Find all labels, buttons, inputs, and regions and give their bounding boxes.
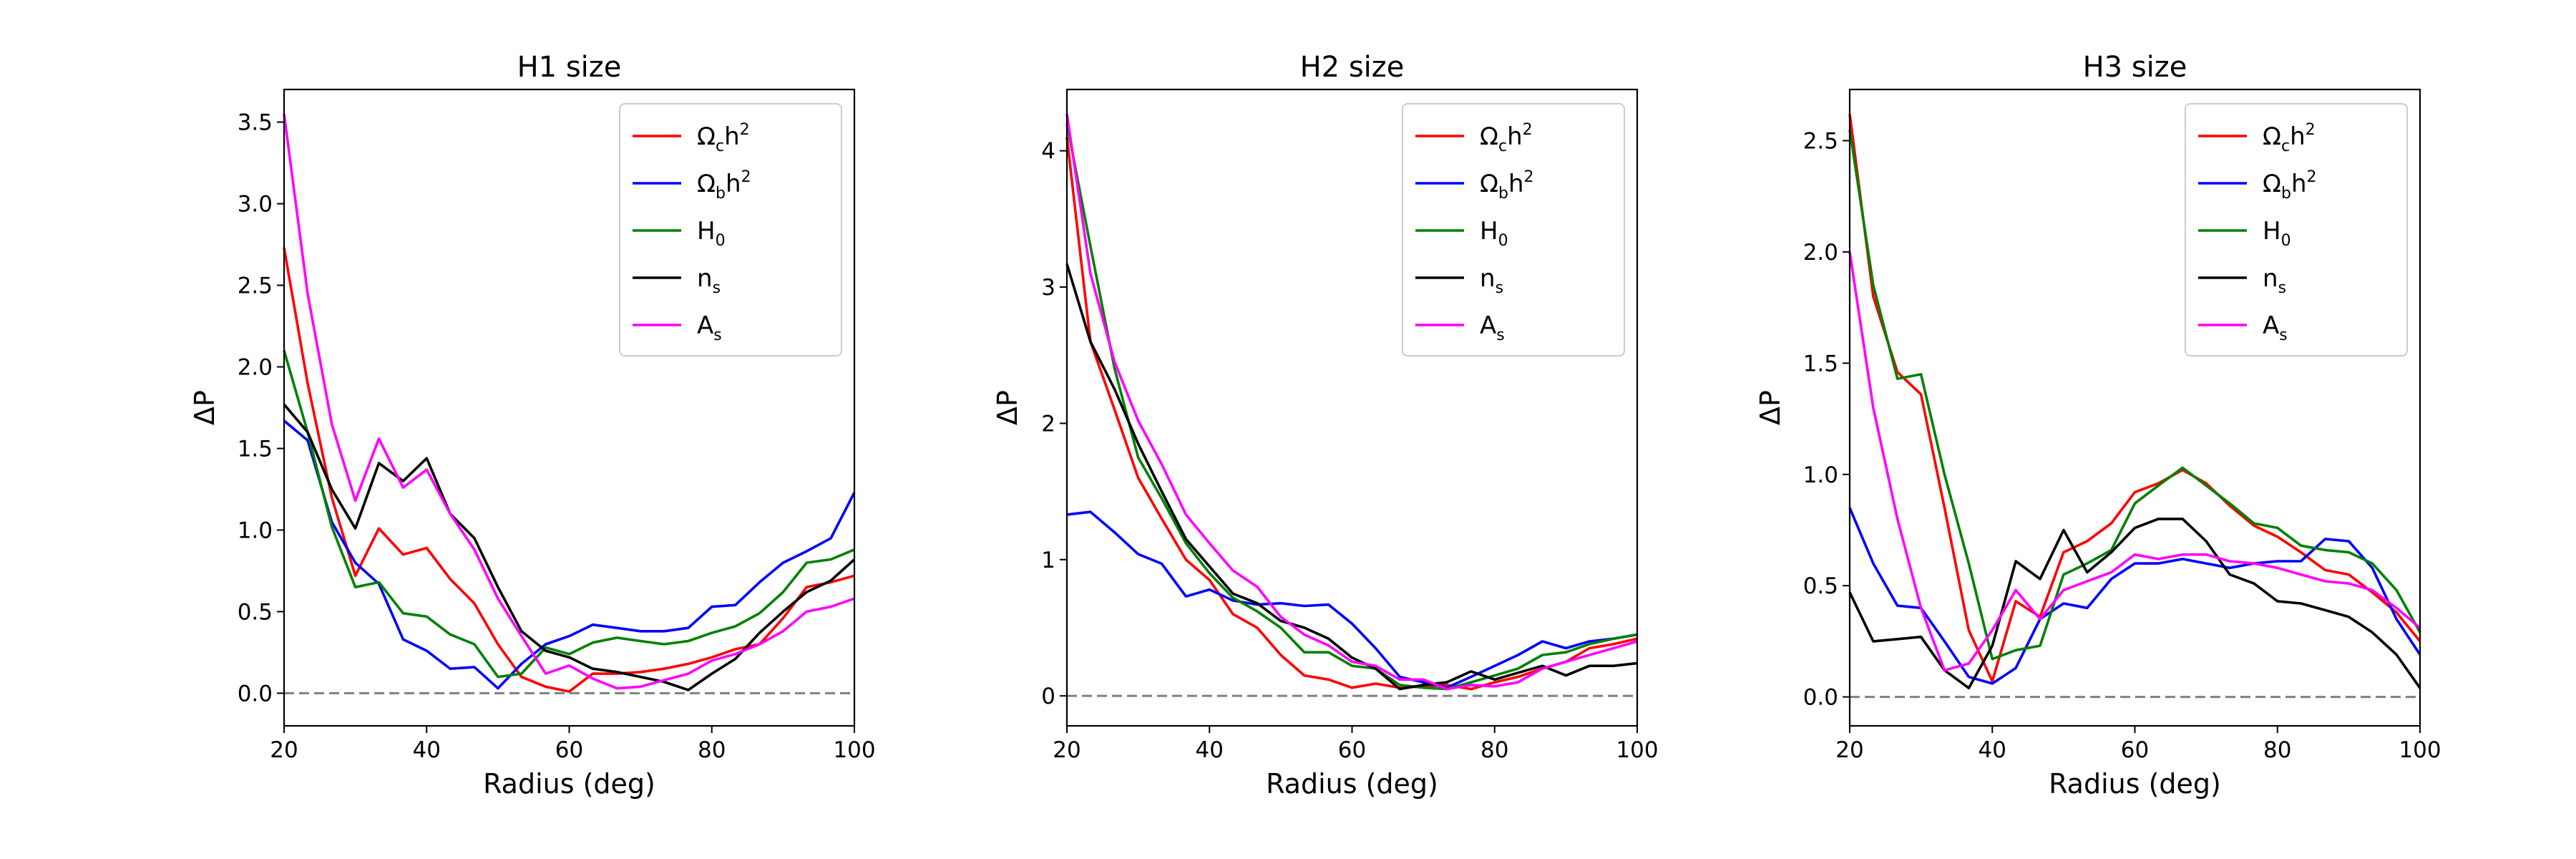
legend-label: Ωch2 <box>2263 121 2316 155</box>
x-axis-label: Radius (deg) <box>1266 768 1438 800</box>
legend-box <box>619 103 842 356</box>
y-tick-label: 3.5 <box>238 110 273 136</box>
x-tick-label: 80 <box>698 737 726 763</box>
panel-3: H3 size 20 40 60 80 100 0.0 0.5 1.0 1.5 2.0 2.5 Radi… <box>1755 51 2441 800</box>
chart-title: H1 size <box>517 51 622 84</box>
legend-box <box>2185 103 2408 356</box>
chart-title: H3 size <box>2083 51 2187 84</box>
x-tick-label: 60 <box>2121 737 2149 763</box>
series-line-As <box>1065 114 1638 691</box>
series-line-Ωch2 <box>1848 113 2421 683</box>
series-line-Ωbh2 <box>1848 507 2421 685</box>
series-line-ns <box>283 403 856 691</box>
y-tick-label: 0.5 <box>1803 573 1838 599</box>
y-tick-label: 0.0 <box>238 681 273 707</box>
x-tick-label: 20 <box>270 737 298 763</box>
y-tick-label: 1.5 <box>1803 351 1838 377</box>
x-tick-label: 40 <box>1979 737 2006 763</box>
legend-label: Ωch2 <box>697 121 750 155</box>
legend-label: As <box>697 311 722 344</box>
legend-label: H0 <box>2263 217 2291 250</box>
y-tick-label: 1.5 <box>238 436 273 462</box>
x-tick-label: 80 <box>2263 737 2291 763</box>
y-axis-label: ΔP <box>992 390 1023 425</box>
y-tick-label: 1 <box>1041 548 1055 573</box>
chart-title: H2 size <box>1300 51 1405 84</box>
y-tick-label: 2.0 <box>1803 240 1838 266</box>
legend-label: H0 <box>1480 217 1508 250</box>
y-tick-label: 3.0 <box>238 192 273 218</box>
series-line-ns <box>1848 518 2421 690</box>
x-tick-label: 20 <box>1053 737 1080 763</box>
legend-label: Ωbh2 <box>2263 168 2317 203</box>
y-tick-label: 0.5 <box>238 599 273 625</box>
series-line-As <box>283 113 855 690</box>
x-tick-label: 100 <box>1616 737 1658 763</box>
legend-label: Ωbh2 <box>1480 168 1534 203</box>
x-tick-label: 60 <box>1338 737 1366 763</box>
y-tick-label: 0.0 <box>1803 685 1838 711</box>
series-line-H0 <box>1848 129 2421 661</box>
series-line-H0 <box>283 350 855 679</box>
x-tick-label: 60 <box>555 737 583 763</box>
legend-label: Ωch2 <box>1480 121 1533 155</box>
y-tick-label: 1.0 <box>1803 462 1838 488</box>
y-tick-label: 3 <box>1041 275 1055 301</box>
x-axis-label: Radius (deg) <box>483 768 655 800</box>
legend-label: ns <box>2263 264 2286 297</box>
legend: Ωch2 Ωbh2 H0 ns As <box>619 103 842 356</box>
panel-1: H1 size 20 40 60 80 100 0.0 0.5 1.0 1.5 2.0 2.5 3.0 3… <box>189 51 876 800</box>
series-line-H0 <box>1065 123 1638 691</box>
y-tick-label: 1.0 <box>238 518 273 543</box>
x-tick-label: 100 <box>2399 737 2441 763</box>
x-tick-label: 40 <box>413 737 441 763</box>
series-line-ns <box>1065 263 1638 691</box>
x-tick-label: 100 <box>833 737 875 763</box>
legend: Ωch2 Ωbh2 H0 ns As <box>1402 103 1625 356</box>
series-line-As <box>1848 251 2421 672</box>
legend-box <box>1402 103 1625 356</box>
y-tick-label: 2.5 <box>1803 128 1838 154</box>
y-tick-label: 2.0 <box>238 355 273 381</box>
panel-2: H2 size 20 40 60 80 100 0 1 2 3 4 Radius (deg) ΔP Ωch… <box>992 51 1659 800</box>
legend-label: H0 <box>697 217 726 250</box>
x-tick-label: 40 <box>1196 737 1224 763</box>
series-line-Ωbh2 <box>1066 510 1638 689</box>
y-tick-label: 0 <box>1041 684 1055 709</box>
y-axis-label: ΔP <box>1755 390 1786 425</box>
legend: Ωch2 Ωbh2 H0 ns As <box>2185 103 2408 356</box>
x-tick-label: 20 <box>1835 737 1863 763</box>
x-axis-label: Radius (deg) <box>2049 768 2221 800</box>
x-tick-label: 80 <box>1480 737 1508 763</box>
y-tick-label: 2.5 <box>238 273 273 299</box>
y-tick-label: 2 <box>1041 411 1055 437</box>
legend-label: Ωbh2 <box>697 168 751 203</box>
legend-label: As <box>1480 311 1505 344</box>
y-axis-label: ΔP <box>189 390 220 425</box>
legend-label: As <box>2263 311 2288 344</box>
y-tick-label: 4 <box>1041 139 1055 165</box>
legend-label: ns <box>1480 264 1503 297</box>
legend-label: ns <box>697 264 721 297</box>
